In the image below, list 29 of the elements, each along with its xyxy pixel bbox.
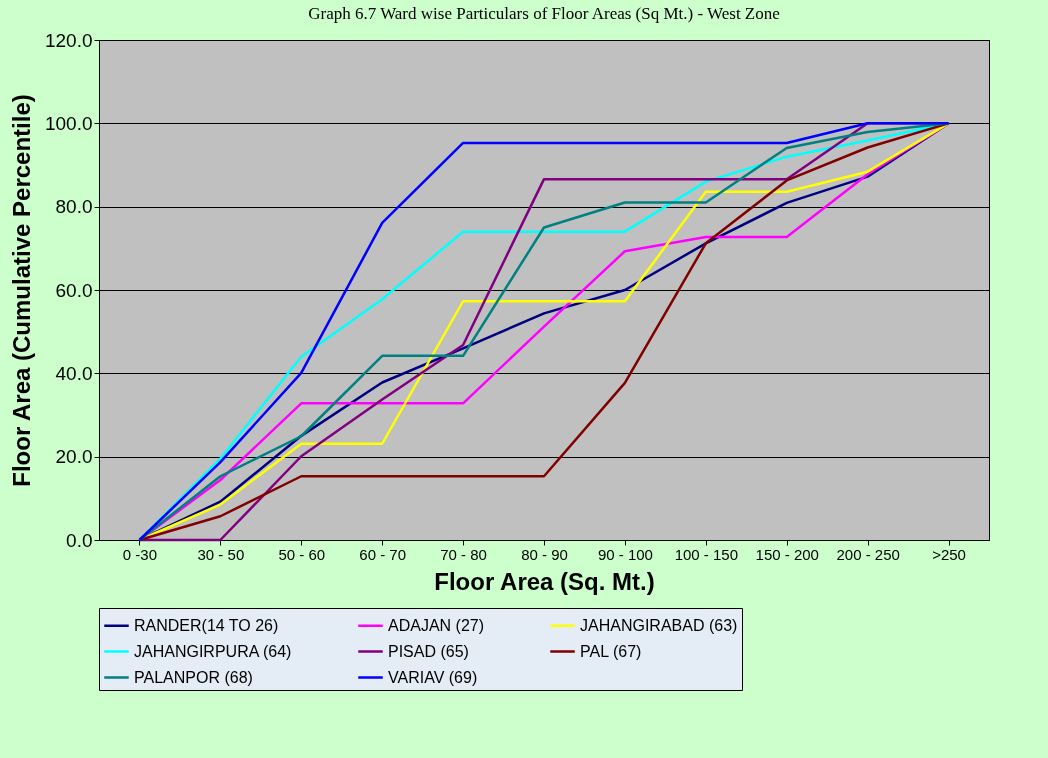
chart-title: Graph 6.7 Ward wise Particulars of Floor Areas (Sq Mt.) - West Zone — [308, 4, 780, 23]
legend-label: VARIAV (69) — [388, 668, 478, 686]
legend-label: JAHANGIRABAD (63) — [580, 616, 738, 634]
x-tick-label: 30 - 50 — [197, 545, 245, 563]
x-tick-label: 150 - 200 — [755, 545, 819, 563]
y-tick-label: 100.0 — [44, 112, 93, 134]
y-tick-label: 120.0 — [44, 29, 93, 51]
legend-label: PISAD (65) — [388, 642, 469, 660]
y-tick-label: 0.0 — [66, 529, 93, 551]
legend-label: PALANPOR (68) — [134, 668, 253, 686]
legend-label: RANDER(14 TO 26) — [134, 616, 279, 634]
legend-label: PAL (67) — [580, 642, 642, 660]
x-tick-label: 90 - 100 — [597, 545, 653, 563]
x-tick-label: >250 — [932, 545, 966, 563]
x-tick-label: 200 - 250 — [836, 545, 900, 563]
y-tick-label: 40.0 — [55, 362, 93, 384]
x-tick-label: 0 -30 — [122, 545, 158, 563]
x-tick-label: 100 - 150 — [674, 545, 739, 563]
x-tick-label: 50 - 60 — [278, 545, 326, 563]
legend-label: ADAJAN (27) — [388, 616, 485, 634]
y-tick-label: 80.0 — [55, 196, 93, 218]
y-tick-label: 60.0 — [55, 279, 93, 301]
y-axis-title: Floor Area (Cumulative Percentile) — [7, 94, 35, 487]
x-tick-label: 80 - 90 — [521, 545, 568, 563]
y-tick-label: 20.0 — [55, 446, 93, 468]
x-tick-label: 70 - 80 — [440, 545, 487, 563]
x-tick-label: 60 - 70 — [359, 545, 407, 563]
x-axis-title: Floor Area (Sq. Mt.) — [434, 567, 655, 595]
legend-label: JAHANGIRPURA (64) — [134, 642, 292, 660]
